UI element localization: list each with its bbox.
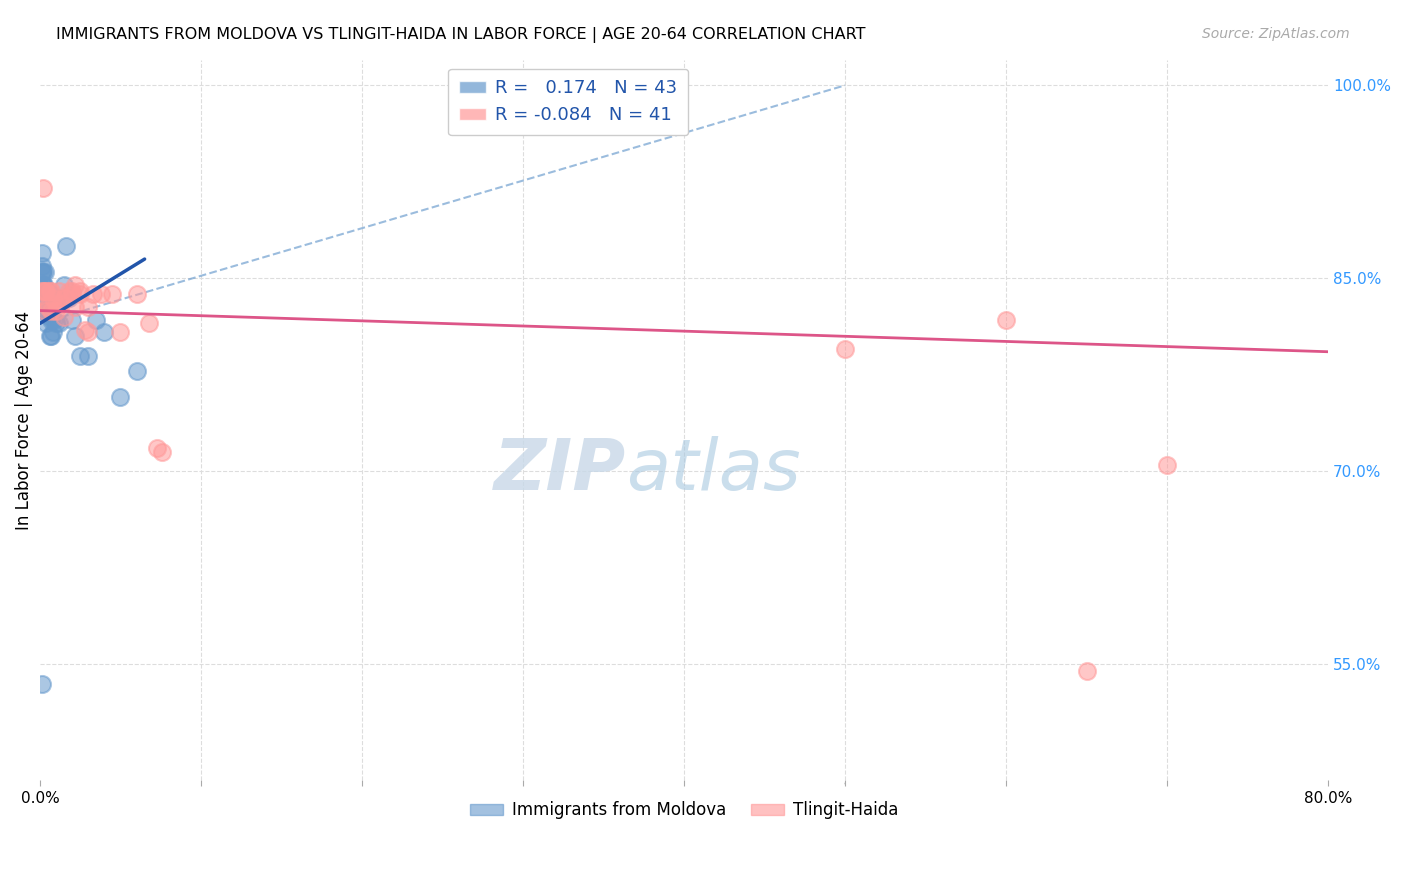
- Text: Source: ZipAtlas.com: Source: ZipAtlas.com: [1202, 27, 1350, 41]
- Point: [69, 286, 91, 301]
- Point: [82, 286, 104, 301]
- Point: [150, 445, 173, 459]
- Point: [34, 303, 56, 318]
- Text: IMMIGRANTS FROM MOLDOVA VS TLINGIT-HAIDA IN LABOR FORCE | AGE 20-64 CORRELATION : IMMIGRANTS FROM MOLDOVA VS TLINGIT-HAIDA…: [56, 27, 866, 43]
- Point: [69, 349, 91, 363]
- Point: [45, 291, 67, 305]
- Point: [34, 265, 56, 279]
- Point: [34, 285, 56, 299]
- Point: [53, 310, 76, 324]
- Point: [77, 300, 100, 314]
- Point: [34, 285, 56, 299]
- Point: [31, 277, 53, 292]
- Text: ZIP: ZIP: [494, 436, 626, 505]
- Point: [125, 286, 148, 301]
- Point: [31, 677, 53, 691]
- Point: [45, 317, 67, 331]
- Point: [35, 285, 58, 299]
- Point: [65, 300, 87, 314]
- Point: [38, 310, 60, 324]
- Point: [30, 291, 52, 305]
- Point: [32, 285, 55, 299]
- Point: [53, 291, 76, 305]
- Point: [31, 265, 53, 279]
- Point: [34, 285, 56, 299]
- Point: [32, 265, 55, 279]
- Point: [38, 329, 60, 343]
- Point: [32, 277, 55, 292]
- Point: [55, 239, 77, 253]
- Legend: Immigrants from Moldova, Tlingit-Haida: Immigrants from Moldova, Tlingit-Haida: [464, 795, 904, 826]
- Point: [60, 285, 83, 299]
- Point: [69, 285, 91, 299]
- Point: [60, 286, 83, 301]
- Point: [49, 297, 72, 311]
- Point: [35, 317, 58, 331]
- Point: [37, 303, 59, 318]
- Point: [34, 285, 56, 299]
- Point: [125, 364, 148, 378]
- Point: [65, 329, 87, 343]
- Point: [42, 291, 65, 305]
- Point: [31, 259, 53, 273]
- Point: [39, 312, 62, 326]
- Point: [31, 285, 53, 299]
- Point: [31, 265, 53, 279]
- Point: [58, 285, 80, 299]
- Point: [84, 312, 107, 326]
- Point: [34, 303, 56, 318]
- Point: [37, 300, 59, 314]
- Point: [77, 326, 100, 340]
- Point: [37, 285, 59, 299]
- Point: [1076, 664, 1098, 678]
- Point: [58, 291, 80, 305]
- Point: [834, 342, 856, 356]
- Point: [90, 286, 112, 301]
- Point: [73, 323, 96, 337]
- Point: [1156, 458, 1178, 472]
- Point: [45, 297, 67, 311]
- Point: [39, 303, 62, 318]
- Point: [55, 291, 77, 305]
- Point: [146, 442, 169, 456]
- Point: [39, 329, 62, 343]
- Point: [110, 326, 132, 340]
- Point: [48, 317, 70, 331]
- Y-axis label: In Labor Force | Age 20-64: In Labor Force | Age 20-64: [15, 310, 32, 530]
- Point: [60, 312, 83, 326]
- Point: [101, 286, 124, 301]
- Point: [32, 285, 55, 299]
- Point: [39, 285, 62, 299]
- Point: [35, 303, 58, 318]
- Point: [53, 277, 76, 292]
- Point: [38, 285, 60, 299]
- Point: [995, 312, 1018, 326]
- Point: [37, 291, 59, 305]
- Point: [45, 303, 67, 318]
- Point: [35, 285, 58, 299]
- Point: [44, 312, 66, 326]
- Point: [77, 349, 100, 363]
- Point: [138, 317, 160, 331]
- Point: [110, 390, 132, 404]
- Point: [42, 326, 65, 340]
- Point: [37, 297, 59, 311]
- Text: atlas: atlas: [626, 436, 800, 505]
- Point: [34, 285, 56, 299]
- Point: [93, 326, 115, 340]
- Point: [32, 277, 55, 292]
- Point: [48, 285, 70, 299]
- Point: [32, 181, 55, 195]
- Point: [31, 245, 53, 260]
- Point: [65, 277, 87, 292]
